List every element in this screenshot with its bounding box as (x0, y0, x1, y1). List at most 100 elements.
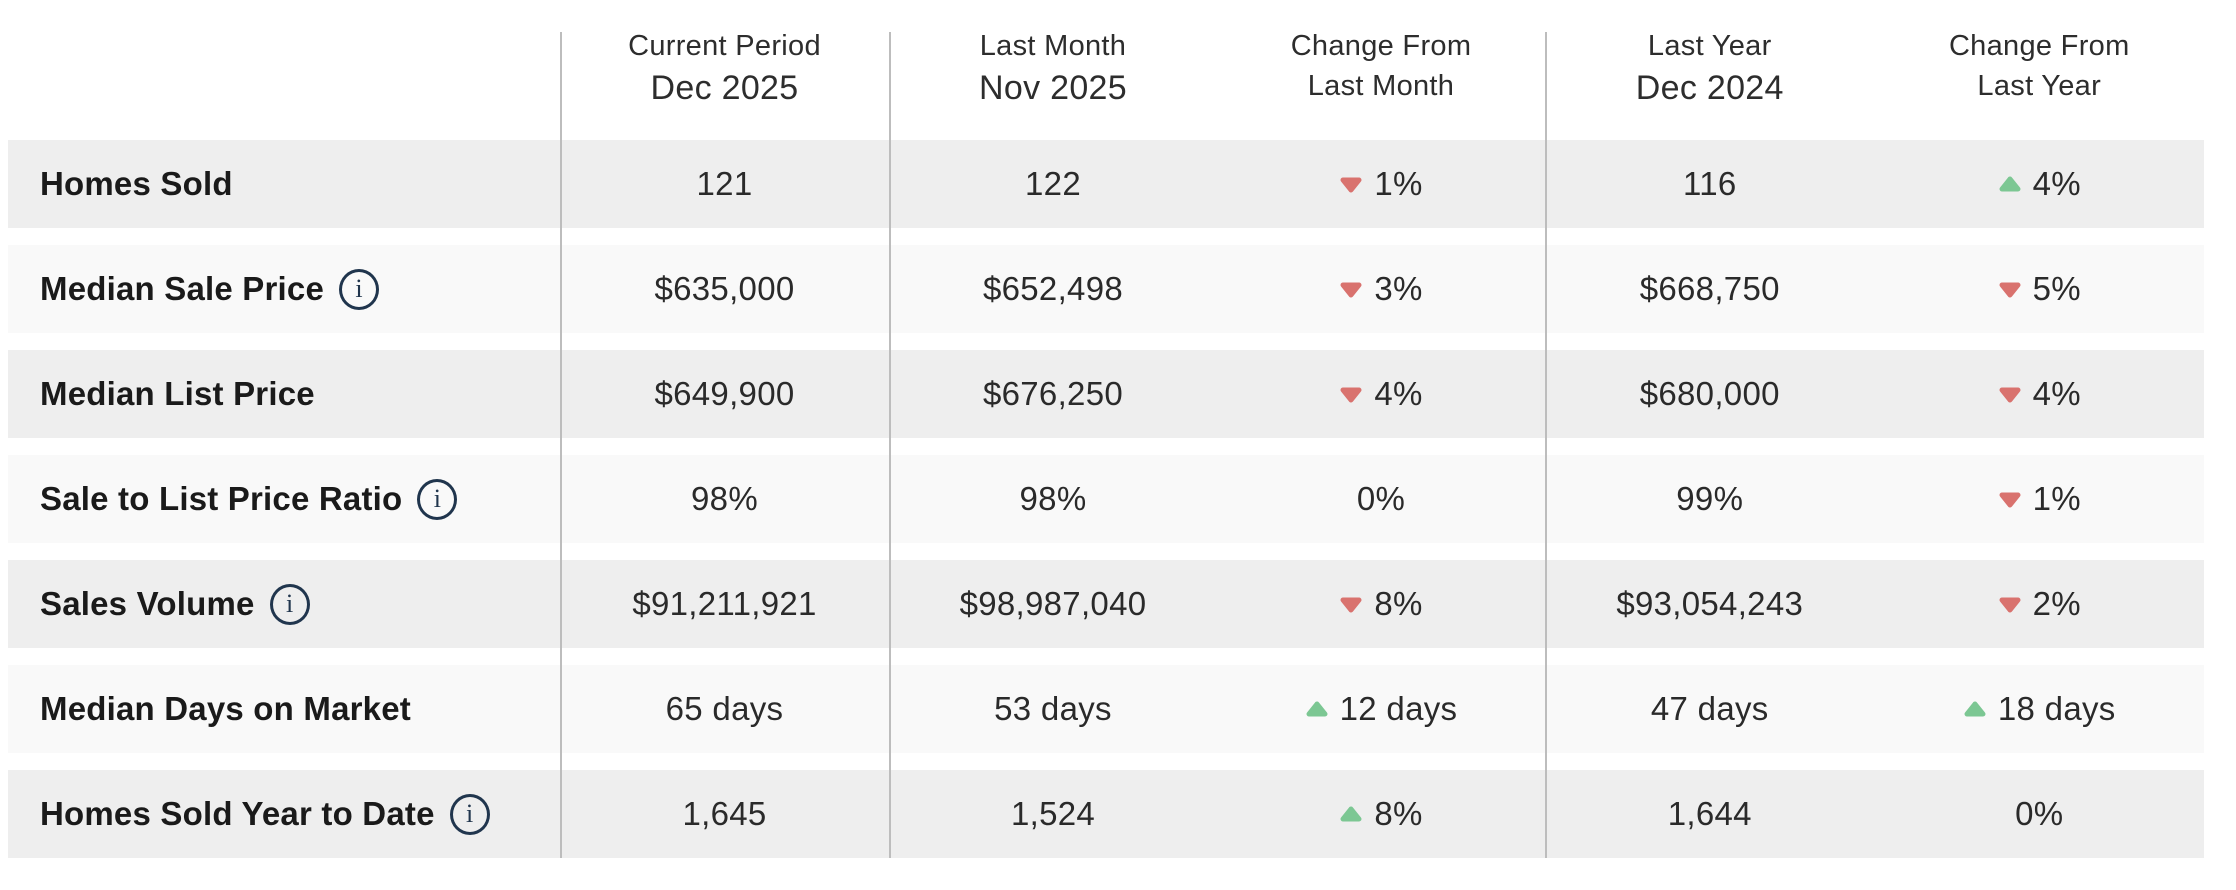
header-date: Dec 2024 (1635, 69, 1784, 107)
change-value: 1% (2032, 480, 2081, 517)
header-spacer (8, 26, 560, 140)
header-label: Last Month (979, 30, 1127, 62)
header-label: Change From (1290, 30, 1472, 62)
header-change-from-last-month: Change From Last Month (1217, 26, 1545, 140)
metric-label-cell: Sales Volume i (8, 583, 560, 625)
change-from-last-year: 4% (1875, 165, 2205, 203)
table-body: Homes Sold 121 122 1% 116 4% Median Sale… (0, 140, 2236, 858)
change-value: 8% (1374, 795, 1423, 832)
change-from-last-year: 18 days (1875, 690, 2205, 728)
table-row: Median Days on Market 65 days 53 days 12… (0, 665, 2236, 753)
metric-label: Homes Sold (40, 165, 233, 202)
change-value: 2% (2032, 585, 2081, 622)
change-value: 0% (2015, 795, 2064, 832)
triangle-down-icon (1999, 282, 2021, 297)
table-row: Median List Price $649,900 $676,250 4% $… (0, 350, 2236, 438)
change-from-last-month: 4% (1217, 375, 1545, 413)
change-value: 8% (1374, 585, 1423, 622)
last-month-value: 98% (1019, 480, 1087, 517)
current-period-value: $91,211,921 (632, 585, 817, 622)
last-year-value: 99% (1676, 480, 1744, 517)
metric-label: Sale to List Price Ratio (40, 480, 403, 517)
change-from-last-month: 8% (1217, 585, 1545, 623)
header-date: Dec 2025 (650, 69, 799, 107)
metric-label-cell: Median Sale Price i (8, 268, 560, 310)
last-month-value: 122 (1025, 165, 1081, 202)
triangle-down-icon (1340, 282, 1362, 297)
current-period-value: 1,645 (682, 795, 767, 832)
triangle-up-icon (1306, 701, 1328, 716)
change-value: 3% (1374, 270, 1423, 307)
change-from-last-month: 12 days (1217, 690, 1545, 728)
info-icon[interactable]: i (449, 793, 490, 835)
metric-label: Median Sale Price (40, 270, 325, 307)
header-label: Last Year (1647, 30, 1772, 62)
table-row: Homes Sold Year to Date i 1,645 1,524 8%… (0, 770, 2236, 858)
triangle-down-icon (1340, 387, 1362, 402)
change-value: 1% (1374, 165, 1423, 202)
triangle-down-icon (1340, 597, 1362, 612)
current-period-value: 98% (691, 480, 758, 517)
metric-label-cell: Sale to List Price Ratio i (8, 478, 560, 520)
column-divider (889, 32, 891, 858)
last-year-value: 47 days (1650, 690, 1769, 727)
header-change-from-last-year: Change From Last Year (1875, 26, 2205, 140)
change-value: 0% (1356, 480, 1406, 517)
triangle-up-icon (1999, 176, 2021, 191)
column-divider (560, 32, 562, 858)
change-from-last-year: 5% (1875, 270, 2205, 308)
change-from-last-year: 2% (1875, 585, 2205, 623)
table-row: Median Sale Price i $635,000 $652,498 3%… (0, 245, 2236, 333)
metric-label: Sales Volume (40, 585, 255, 622)
header-last-year: Last Year Dec 2024 (1545, 26, 1875, 140)
change-value: 4% (2032, 165, 2081, 202)
last-year-value: $668,750 (1639, 270, 1780, 307)
current-period-value: $649,900 (654, 375, 795, 412)
last-month-value: 53 days (994, 690, 1112, 727)
current-period-value: 65 days (665, 690, 784, 727)
last-year-value: 1,644 (1667, 795, 1752, 832)
metric-label: Homes Sold Year to Date (40, 795, 435, 832)
triangle-down-icon (1999, 387, 2021, 402)
last-month-value: 1,524 (1010, 795, 1096, 832)
change-value: 12 days (1339, 690, 1458, 727)
info-icon[interactable]: i (269, 583, 310, 625)
table-row: Sales Volume i $91,211,921 $98,987,040 8… (0, 560, 2236, 648)
metric-label-cell: Homes Sold Year to Date i (8, 793, 560, 835)
table-row: Homes Sold 121 122 1% 116 4% (0, 140, 2236, 228)
last-year-value: $93,054,243 (1616, 585, 1804, 622)
header-date: Nov 2025 (979, 69, 1127, 107)
header-label: Current Period (628, 30, 821, 62)
triangle-down-icon (1340, 177, 1362, 192)
column-divider (1545, 32, 1547, 858)
metric-label: Median List Price (40, 375, 315, 412)
header-label: Last Month (1307, 70, 1455, 102)
last-month-value: $98,987,040 (959, 585, 1147, 622)
metric-label-cell: Median Days on Market (8, 690, 560, 728)
triangle-up-icon (1340, 806, 1362, 821)
header-current-period: Current Period Dec 2025 (560, 26, 889, 140)
info-icon[interactable]: i (417, 478, 458, 520)
current-period-value: $635,000 (654, 270, 795, 307)
change-from-last-year: 0% (1875, 795, 2205, 833)
triangle-down-icon (1999, 597, 2021, 612)
header-last-month: Last Month Nov 2025 (889, 26, 1217, 140)
change-value: 5% (2032, 270, 2081, 307)
triangle-down-icon (1999, 492, 2021, 507)
change-value: 4% (2032, 375, 2081, 412)
info-icon[interactable]: i (339, 268, 380, 310)
metric-label-cell: Homes Sold (8, 165, 560, 203)
change-from-last-year: 1% (1875, 480, 2205, 518)
last-year-value: 116 (1682, 165, 1737, 202)
triangle-up-icon (1964, 701, 1986, 716)
metric-label: Median Days on Market (40, 690, 411, 727)
last-month-value: $676,250 (982, 375, 1124, 412)
metric-label-cell: Median List Price (8, 375, 560, 413)
header-label: Change From (1948, 30, 2130, 62)
table-row: Sale to List Price Ratio i 98% 98% 0% 99… (0, 455, 2236, 543)
header-label: Last Year (1977, 70, 2102, 102)
change-value: 4% (1374, 375, 1423, 412)
change-from-last-month: 8% (1217, 795, 1545, 833)
change-value: 18 days (1997, 690, 2116, 727)
